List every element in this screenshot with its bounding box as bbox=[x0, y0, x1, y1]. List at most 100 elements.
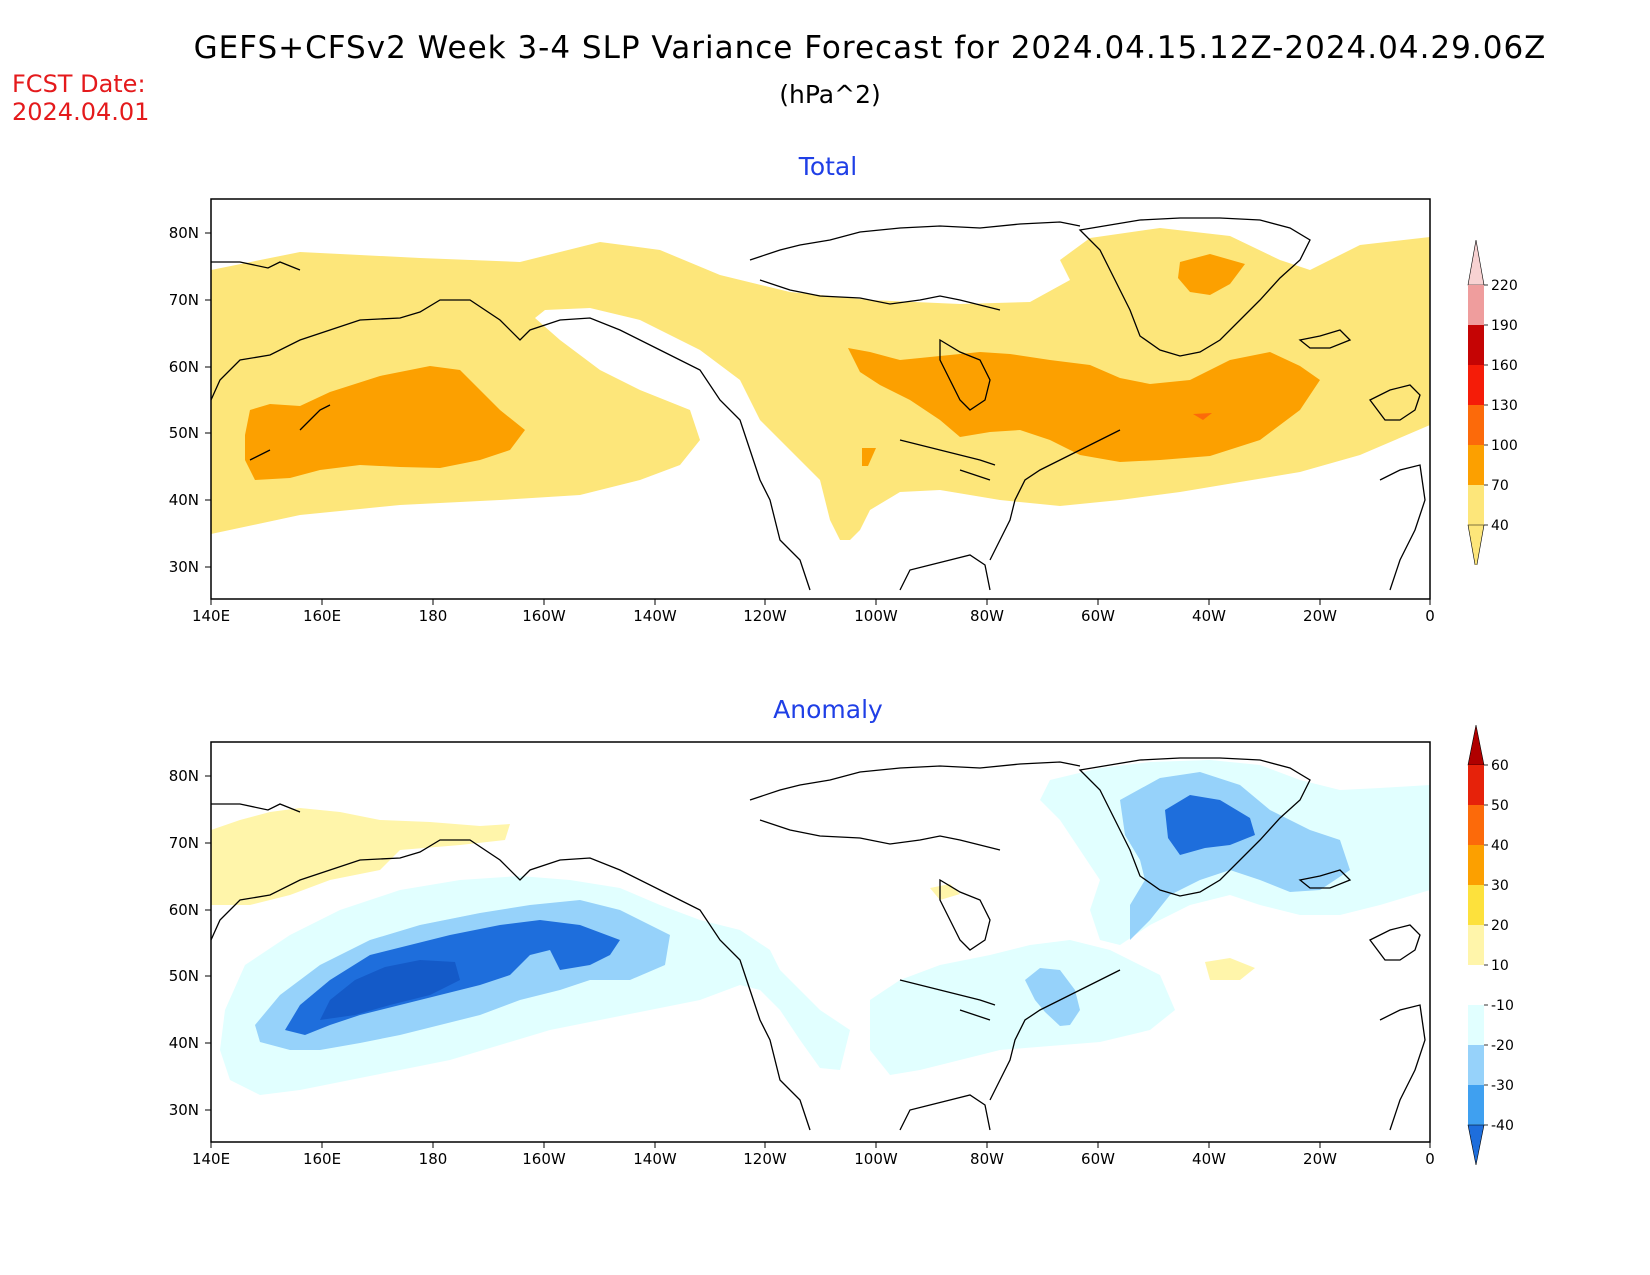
colorbar-anomaly: 60 50 40 30 20 10 -10 -20 -30 -40 bbox=[1467, 724, 1514, 1166]
anomaly-shade-neg40 bbox=[320, 960, 460, 1020]
total-shade-70-greenland bbox=[1178, 254, 1245, 295]
lat-tick: 40N bbox=[169, 491, 199, 509]
lon-tick: 80W bbox=[970, 1150, 1004, 1168]
lat-tick: 70N bbox=[169, 834, 199, 852]
lon-tick: 160E bbox=[303, 1150, 341, 1168]
lon-tick: 100W bbox=[854, 607, 898, 625]
colorbar-total-label: 160 bbox=[1491, 358, 1518, 374]
total-shading bbox=[211, 228, 1430, 540]
total-shade-100-dot bbox=[1193, 413, 1212, 420]
colorbar-total-label: 190 bbox=[1491, 318, 1518, 334]
anomaly-shade-neg10-east bbox=[870, 940, 1175, 1075]
anomaly-shade-pos-atlantic bbox=[1205, 958, 1255, 980]
colorbar-anomaly-cap-top bbox=[1467, 724, 1485, 766]
colorbar-anomaly-label: -10 bbox=[1491, 998, 1514, 1014]
lon-tick: 160W bbox=[522, 607, 566, 625]
lon-tick: 60W bbox=[1081, 1150, 1115, 1168]
lon-tick: 60W bbox=[1081, 607, 1115, 625]
anomaly-shade-neg20-east-coast bbox=[1025, 968, 1080, 1026]
colorbar-anomaly-band bbox=[1468, 1005, 1484, 1045]
lon-tick: 20W bbox=[1303, 607, 1337, 625]
panel-title-anomaly: Anomaly bbox=[773, 695, 883, 724]
fcst-date-label: FCST Date: bbox=[12, 70, 146, 98]
anomaly-shade-pos-north-pacific bbox=[211, 808, 510, 905]
total-shade-70-pacific bbox=[245, 366, 525, 480]
lat-tick: 80N bbox=[169, 767, 199, 785]
lon-tick: 160W bbox=[522, 1150, 566, 1168]
colorbar-anomaly-label: 40 bbox=[1491, 838, 1509, 854]
colorbar-total-band bbox=[1468, 445, 1484, 485]
colorbar-anomaly-label: -30 bbox=[1491, 1078, 1514, 1094]
lat-tick: 80N bbox=[169, 224, 199, 242]
anomaly-shading bbox=[211, 760, 1430, 1095]
fcst-date: FCST Date: 2024.04.01 bbox=[12, 70, 149, 126]
lon-tick: 40W bbox=[1192, 607, 1226, 625]
total-coastlines bbox=[210, 217, 1426, 591]
fcst-date-value: 2024.04.01 bbox=[12, 98, 150, 126]
total-shade-70-small bbox=[862, 448, 876, 466]
colorbar-anomaly-cap-bottom bbox=[1467, 1124, 1485, 1166]
colorbar-total-band bbox=[1468, 285, 1484, 325]
figure-title: GEFS+CFSv2 Week 3-4 SLP Variance Forecas… bbox=[193, 30, 1547, 66]
colorbar-total-cap-bottom bbox=[1467, 524, 1485, 565]
lat-tick: 50N bbox=[169, 967, 199, 985]
colorbar-anomaly-band bbox=[1468, 965, 1484, 1005]
lon-tick: 140E bbox=[192, 1150, 230, 1168]
colorbar-total-cap-top bbox=[1467, 239, 1485, 286]
lat-tick: 30N bbox=[169, 1101, 199, 1119]
colorbar-anomaly-band bbox=[1468, 925, 1484, 965]
colorbar-total-label: 220 bbox=[1491, 278, 1518, 294]
colorbar-total-label: 70 bbox=[1491, 478, 1509, 494]
lon-tick: 140E bbox=[192, 607, 230, 625]
map-frame-anomaly bbox=[210, 741, 1431, 1143]
anomaly-shade-neg30-greenland bbox=[1165, 795, 1255, 855]
anomaly-lon-axis: 140E 160E 180 160W 140W 120W 100W 80W 60… bbox=[192, 1150, 1435, 1168]
colorbar-total-label: 100 bbox=[1491, 438, 1518, 454]
colorbar-total: 220 190 160 130 100 70 40 bbox=[1467, 239, 1518, 565]
lon-tick: 100W bbox=[854, 1150, 898, 1168]
total-axis-ticks bbox=[205, 232, 1431, 605]
lon-tick: 120W bbox=[743, 607, 787, 625]
lon-tick: 0 bbox=[1425, 1150, 1435, 1168]
total-shade-40 bbox=[211, 228, 1430, 540]
lon-tick: 180 bbox=[419, 1150, 448, 1168]
lon-tick: 180 bbox=[419, 607, 448, 625]
colorbar-anomaly-label: 60 bbox=[1491, 758, 1509, 774]
lon-tick: 40W bbox=[1192, 1150, 1226, 1168]
colorbar-anomaly-label: 10 bbox=[1491, 958, 1509, 974]
lon-tick: 20W bbox=[1303, 1150, 1337, 1168]
lat-tick: 60N bbox=[169, 901, 199, 919]
colorbar-anomaly-band bbox=[1468, 845, 1484, 885]
lat-tick: 60N bbox=[169, 358, 199, 376]
colorbar-anomaly-band bbox=[1468, 1045, 1484, 1085]
lon-tick: 160E bbox=[303, 607, 341, 625]
lon-tick: 120W bbox=[743, 1150, 787, 1168]
colorbar-anomaly-label: 20 bbox=[1491, 918, 1509, 934]
colorbar-anomaly-label: -40 bbox=[1491, 1118, 1514, 1134]
lon-tick: 140W bbox=[633, 607, 677, 625]
colorbar-anomaly-band bbox=[1468, 885, 1484, 925]
colorbar-total-band bbox=[1468, 325, 1484, 365]
colorbar-anomaly-band bbox=[1468, 1085, 1484, 1125]
lon-tick: 0 bbox=[1425, 607, 1435, 625]
panel-title-total: Total bbox=[798, 152, 858, 181]
lat-tick: 30N bbox=[169, 558, 199, 576]
colorbar-total-band bbox=[1468, 365, 1484, 405]
anomaly-axis-ticks bbox=[205, 775, 1431, 1148]
anomaly-lat-axis: 30N 40N 50N 60N 70N 80N bbox=[169, 767, 199, 1119]
colorbar-total-band bbox=[1468, 405, 1484, 445]
colorbar-total-label: 40 bbox=[1491, 518, 1509, 534]
anomaly-coastlines bbox=[210, 757, 1426, 1131]
total-lat-axis: 30N 40N 50N 60N 70N 80N bbox=[169, 224, 199, 576]
lon-tick: 80W bbox=[970, 607, 1004, 625]
colorbar-anomaly-label: -20 bbox=[1491, 1038, 1514, 1054]
colorbar-total-label: 130 bbox=[1491, 398, 1518, 414]
lat-tick: 50N bbox=[169, 424, 199, 442]
colorbar-anomaly-label: 30 bbox=[1491, 878, 1509, 894]
total-lon-axis: 140E 160E 180 160W 140W 120W 100W 80W 60… bbox=[192, 607, 1435, 625]
colorbar-anomaly-band bbox=[1468, 805, 1484, 845]
colorbar-total-band bbox=[1468, 485, 1484, 525]
colorbar-anomaly-label: 50 bbox=[1491, 798, 1509, 814]
